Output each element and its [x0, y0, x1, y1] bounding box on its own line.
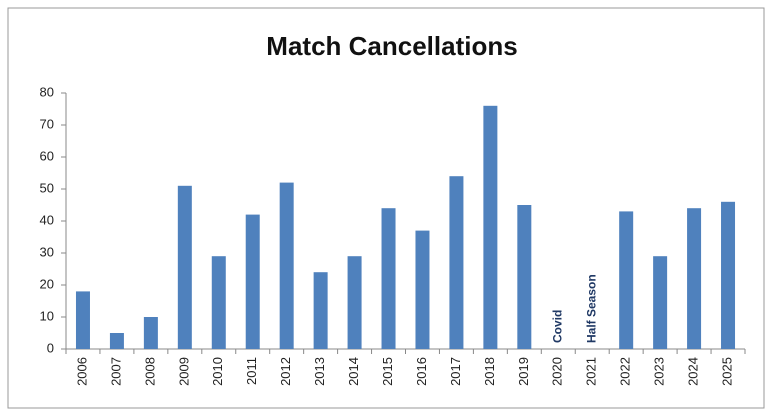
x-tick-label: 2019: [516, 357, 531, 386]
x-tick-label: 2022: [618, 357, 633, 386]
y-tick-label: 70: [40, 116, 54, 131]
x-tick-label: 2007: [108, 357, 123, 386]
y-tick-label: 40: [40, 212, 54, 227]
y-tick-label: 20: [40, 276, 54, 291]
y-tick-label: 10: [40, 308, 54, 323]
bar: [347, 256, 362, 349]
x-tick-label: 2017: [448, 357, 463, 386]
y-tick-label: 50: [40, 180, 54, 195]
bar: [279, 182, 294, 349]
y-tick-label: 80: [40, 84, 54, 99]
x-tick-label: 2016: [414, 357, 429, 386]
x-tick-label: 2015: [380, 357, 395, 386]
bar: [415, 230, 430, 349]
bar: [653, 256, 668, 349]
y-tick-label: 30: [40, 244, 54, 259]
bar: [75, 291, 90, 349]
x-tick-label: 2011: [244, 357, 259, 385]
bar: [619, 211, 634, 349]
bar: [245, 214, 260, 349]
bar: [687, 208, 702, 349]
x-tick-label: 2024: [686, 357, 701, 386]
x-tick-label: 2012: [278, 357, 293, 386]
bar: [143, 317, 158, 349]
x-tick-label: 2021: [584, 357, 599, 386]
x-tick-label: 2013: [312, 357, 327, 386]
x-tick-label: 2023: [652, 357, 667, 386]
bar: [449, 176, 464, 349]
annotation: Half Season: [584, 274, 598, 343]
x-tick-label: 2025: [719, 357, 734, 386]
x-tick-label: 2009: [176, 357, 191, 386]
bar: [517, 205, 532, 349]
chart-title: Match Cancellations: [266, 31, 517, 61]
x-tick-label: 2018: [482, 357, 497, 386]
y-tick-label: 0: [47, 340, 54, 355]
x-tick-label: 2014: [346, 357, 361, 386]
bar: [109, 333, 124, 349]
annotation: Covid: [550, 310, 564, 343]
bar: [313, 272, 328, 349]
bar: [721, 201, 736, 349]
y-tick-label: 60: [40, 148, 54, 163]
bar: [211, 256, 226, 349]
x-tick-label: 2020: [550, 357, 565, 386]
x-tick-label: 2008: [142, 357, 157, 386]
bar: [381, 208, 396, 349]
bar: [483, 105, 498, 349]
x-tick-label: 2006: [74, 357, 89, 386]
bar: [177, 185, 192, 349]
x-tick-label: 2010: [210, 357, 225, 386]
